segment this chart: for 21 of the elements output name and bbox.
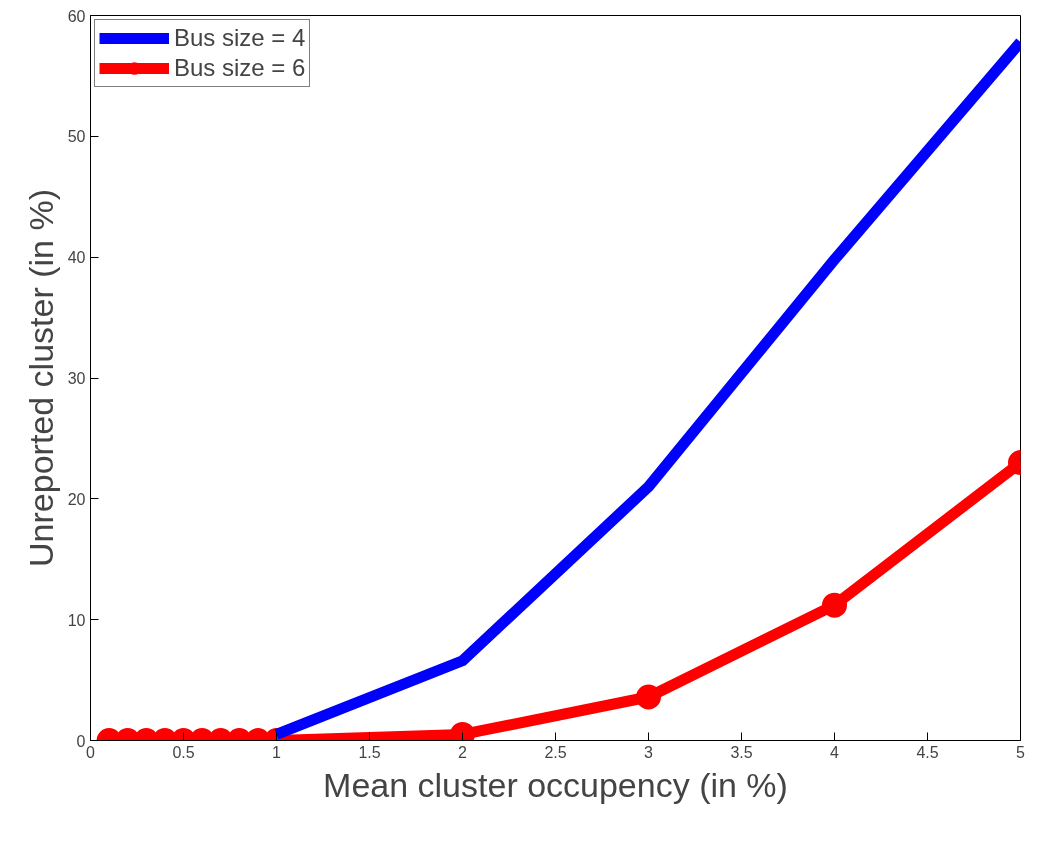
y-axis-title: Unreported cluster (in %) xyxy=(21,189,60,567)
x-tick-label: 1.5 xyxy=(358,743,381,761)
x-tick-label: 4.5 xyxy=(916,743,939,761)
legend-label: Bus size = 6 xyxy=(174,54,306,82)
y-tick-label: 30 xyxy=(67,370,86,387)
y-tick-label: 60 xyxy=(67,7,86,25)
y-tick-label: 10 xyxy=(67,611,86,629)
x-tick-label: 1 xyxy=(272,743,282,761)
y-tick-label: 20 xyxy=(67,490,86,508)
y-tick-label: 0 xyxy=(76,732,86,750)
x-tick-label: 4 xyxy=(830,743,840,761)
x-tick-label: 2.5 xyxy=(544,743,567,761)
legend-label: Bus size = 4 xyxy=(174,24,306,52)
x-tick-label: 0.5 xyxy=(172,743,195,761)
x-axis-title: Mean cluster occupency (in %) xyxy=(323,765,788,804)
x-tick-label: 2 xyxy=(458,743,468,761)
x-tick-label: 3 xyxy=(644,743,654,761)
x-tick-label: 3.5 xyxy=(730,743,753,761)
y-tick-label: 40 xyxy=(67,249,86,267)
y-tick-label: 50 xyxy=(67,128,86,146)
x-tick-label: 5 xyxy=(1016,743,1026,761)
